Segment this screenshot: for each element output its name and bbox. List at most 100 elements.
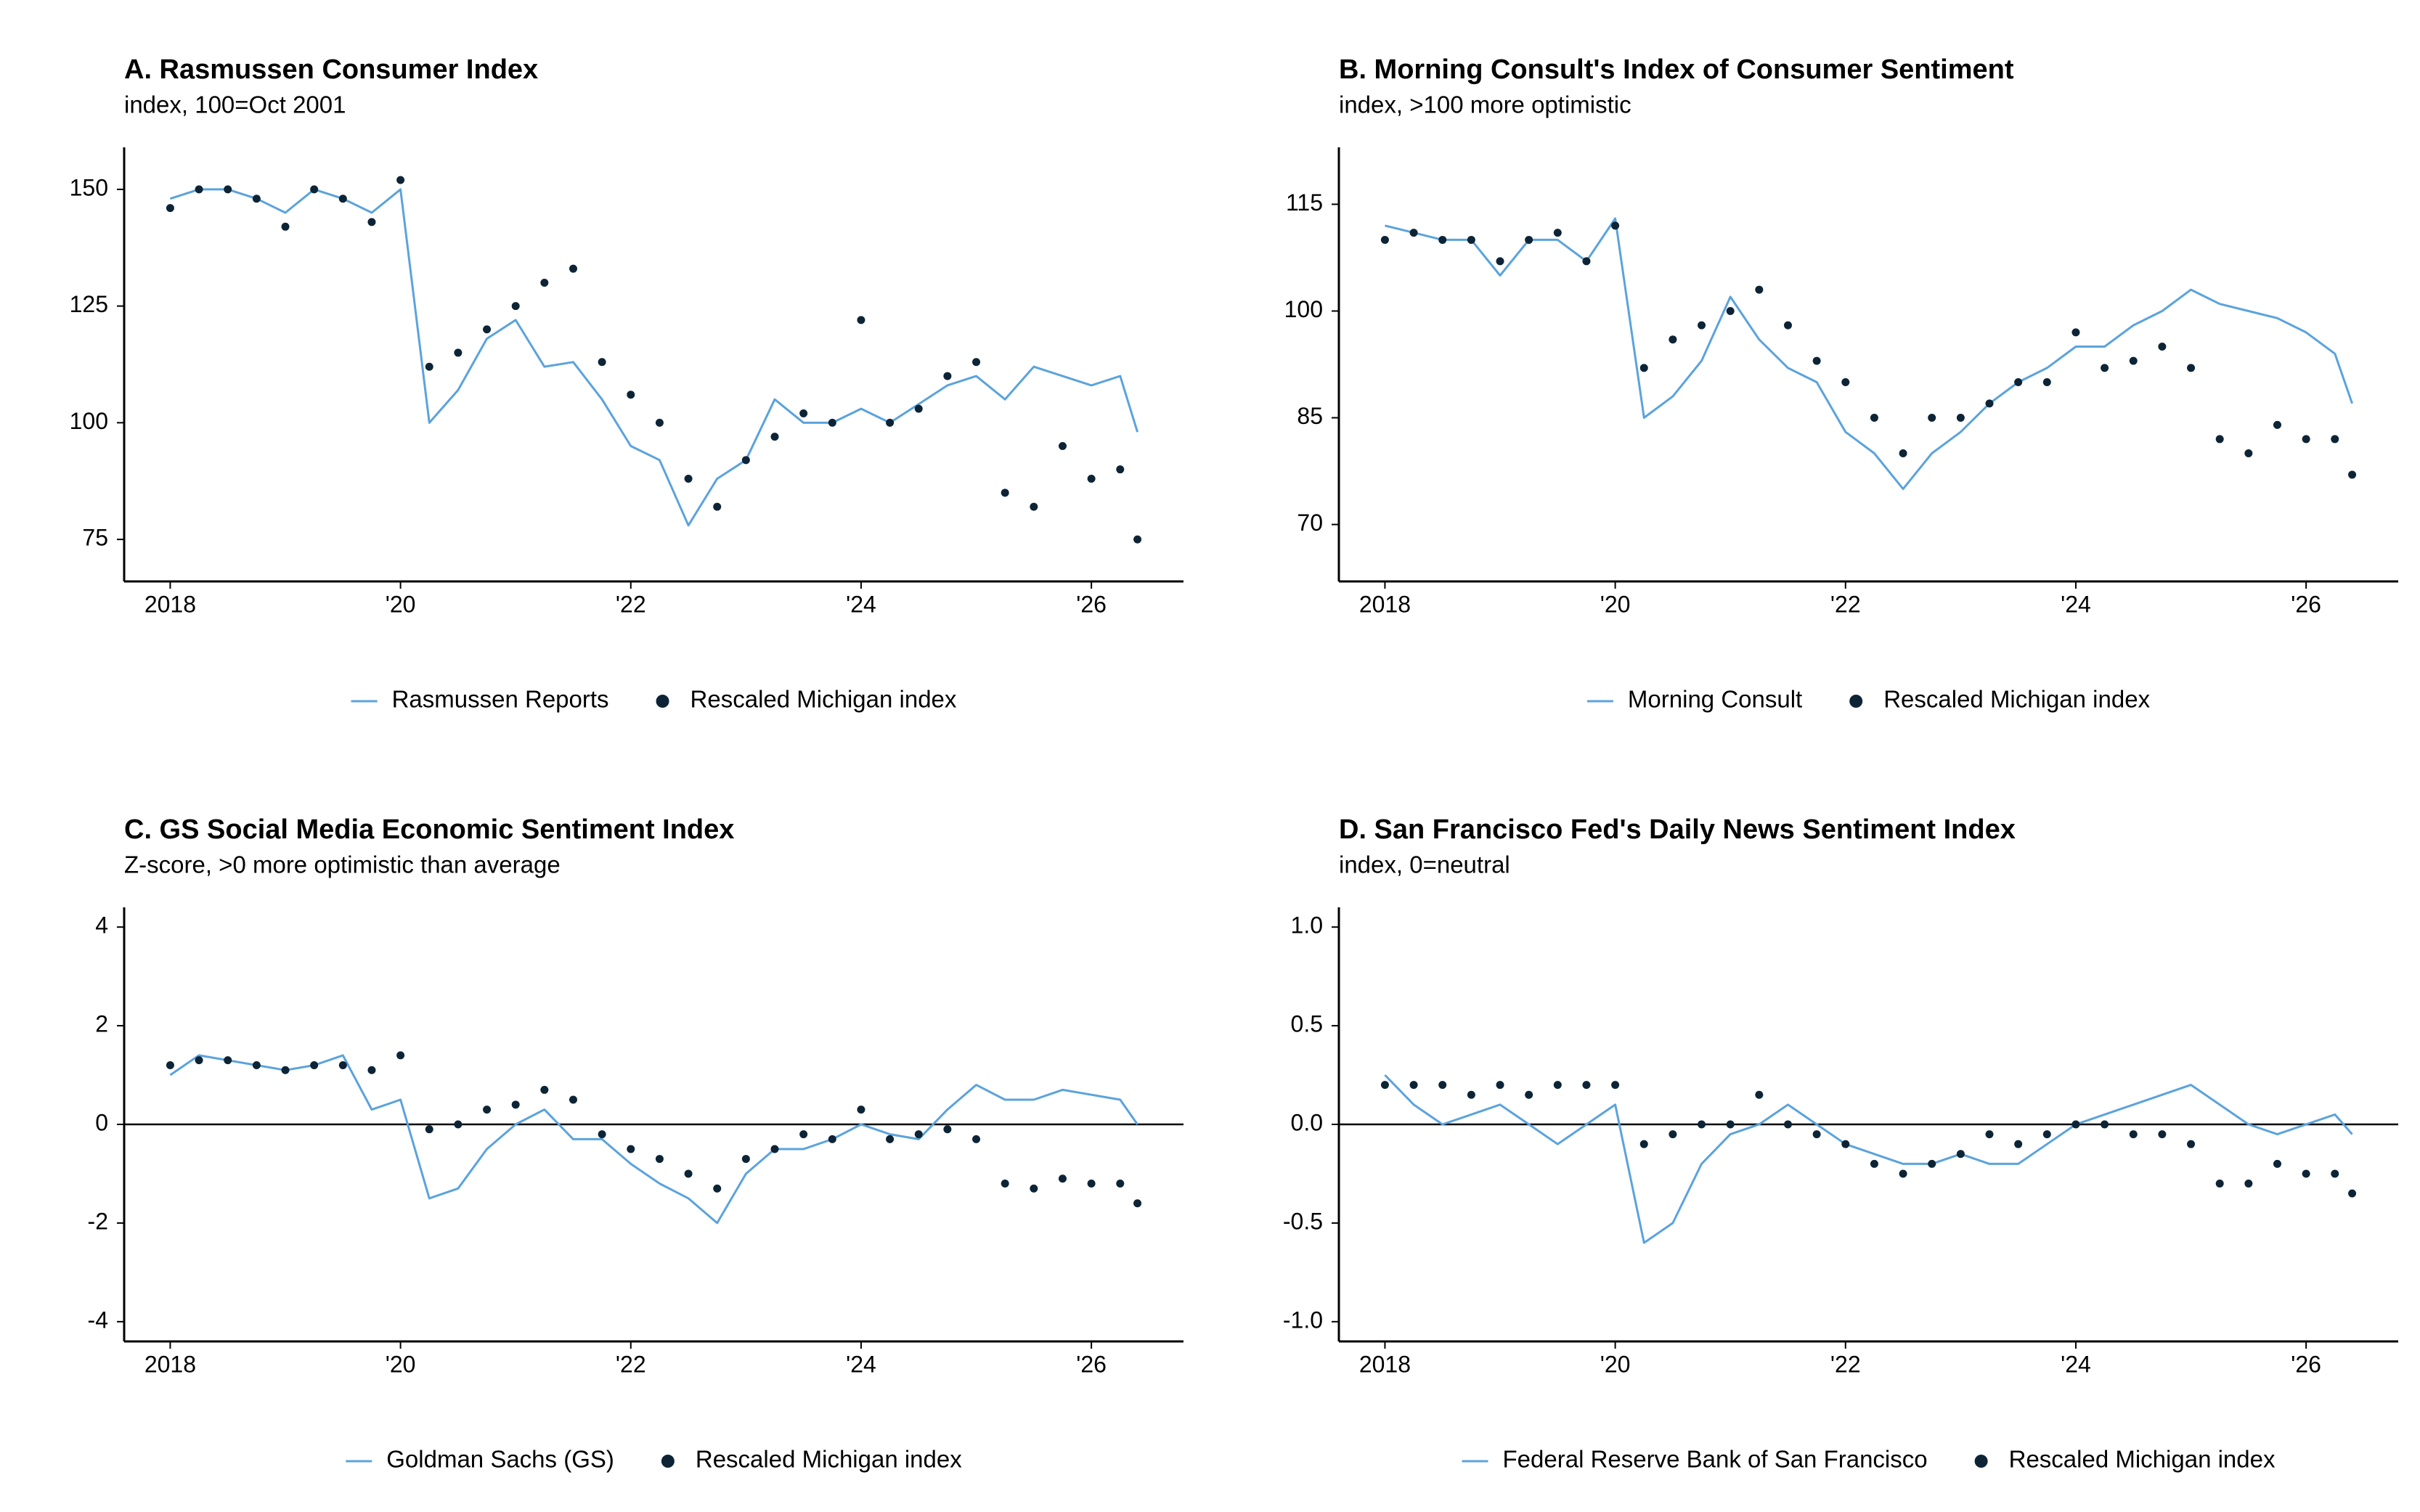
- x-tick-label: '24: [2061, 1351, 2091, 1377]
- series-dot: [1409, 1081, 1418, 1090]
- series-dot: [511, 302, 520, 311]
- legend: Rasmussen Reports Rescaled Michigan index: [351, 686, 957, 713]
- series-dot: [2014, 1140, 2023, 1148]
- y-tick-label: 85: [1297, 403, 1323, 429]
- series-dot: [1841, 378, 1850, 387]
- series-dot: [1116, 1180, 1125, 1188]
- series-dot: [195, 1056, 203, 1065]
- series-dot: [655, 1155, 664, 1164]
- series-dot: [741, 456, 750, 465]
- series-dot: [886, 1135, 895, 1143]
- series-dot: [2302, 435, 2310, 444]
- series-dot: [741, 1155, 750, 1164]
- series-dot: [1985, 399, 1994, 408]
- series-dot: [1582, 257, 1591, 266]
- y-tick-label: -1.0: [1283, 1307, 1323, 1333]
- series-dot: [1669, 1130, 1677, 1139]
- series-dot: [252, 195, 261, 203]
- y-tick-label: 0.0: [1291, 1109, 1323, 1135]
- panel: A. Rasmussen Consumer Index index, 100=Oc…: [70, 54, 1183, 713]
- x-tick-label: '20: [386, 591, 416, 617]
- series-dot: [454, 348, 463, 357]
- series-dot: [310, 185, 319, 194]
- series-dot: [828, 1135, 836, 1143]
- y-tick-label: -4: [88, 1307, 108, 1333]
- series-dot: [2158, 342, 2167, 351]
- series-dot: [1899, 1169, 1907, 1178]
- series-dot: [252, 1061, 261, 1069]
- series-dot: [1812, 356, 1821, 365]
- series-dot: [2071, 328, 2080, 337]
- series-dot: [224, 1056, 232, 1065]
- series-dot: [2215, 1180, 2224, 1188]
- series-dot: [2187, 364, 2196, 372]
- y-tick-label: 70: [1297, 510, 1323, 536]
- x-tick-label: '22: [1830, 1351, 1861, 1377]
- x-tick-label: '24: [846, 591, 876, 617]
- x-tick-label: '26: [2291, 1351, 2321, 1377]
- series-dot: [2187, 1140, 2196, 1148]
- series-dot: [338, 195, 347, 203]
- series-dot: [2348, 1189, 2357, 1198]
- series-line: [1385, 217, 2354, 491]
- series-dot: [195, 185, 203, 194]
- series-dot: [943, 1125, 952, 1134]
- series-dot: [569, 1095, 577, 1104]
- panel-title: C. GS Social Media Economic Sentiment In…: [124, 814, 734, 845]
- series-dot: [1812, 1130, 1821, 1139]
- legend: Morning Consult Rescaled Michigan index: [1586, 686, 2151, 713]
- series-dot: [1133, 535, 1142, 544]
- series-dot: [483, 1106, 492, 1114]
- series-dot: [1380, 1081, 1389, 1090]
- series-dot: [1726, 306, 1735, 315]
- series-dot: [2302, 1169, 2310, 1178]
- series-dot: [2244, 1180, 2253, 1188]
- series-dot: [281, 222, 290, 231]
- series-dot: [655, 418, 664, 427]
- series-dot: [1928, 414, 1936, 422]
- series-dot: [1639, 364, 1648, 372]
- x-tick-label: '22: [616, 591, 646, 617]
- legend-dot: [1849, 695, 1863, 708]
- series-dot: [166, 1061, 174, 1069]
- x-tick-label: '20: [1600, 591, 1631, 617]
- panel-subtitle: index, >100 more optimistic: [1339, 91, 1631, 118]
- series-dot: [2331, 1169, 2339, 1178]
- series-dot: [1058, 1174, 1067, 1183]
- panel: D. San Francisco Fed's Daily News Sentim…: [1283, 814, 2398, 1473]
- series-dot: [1870, 414, 1878, 422]
- series-dot: [2158, 1130, 2167, 1139]
- panel: B. Morning Consult's Index of Consumer S…: [1284, 54, 2398, 713]
- series-dot: [2129, 356, 2138, 365]
- series-dot: [1380, 235, 1389, 244]
- legend: Goldman Sachs (GS) Rescaled Michigan inde…: [346, 1446, 962, 1473]
- series-dot: [281, 1066, 290, 1074]
- y-tick-label: -2: [88, 1208, 108, 1234]
- series-dot: [1870, 1159, 1878, 1168]
- series-dot: [627, 1145, 635, 1153]
- series-dot: [1030, 502, 1038, 511]
- series-dot: [1698, 321, 1706, 330]
- x-tick-label: 2018: [144, 591, 196, 617]
- series-dot: [540, 1085, 549, 1094]
- series-dot: [454, 1120, 463, 1129]
- series-dot: [396, 1051, 405, 1060]
- y-tick-label: -0.5: [1283, 1208, 1323, 1234]
- legend-label: Rescaled Michigan index: [2009, 1446, 2276, 1473]
- series-dot: [2244, 449, 2253, 458]
- x-tick-label: '24: [846, 1351, 876, 1377]
- panel-title: B. Morning Consult's Index of Consumer S…: [1339, 54, 2014, 85]
- series-dot: [1116, 465, 1125, 474]
- series-dot: [598, 1130, 606, 1139]
- y-tick-label: 4: [95, 912, 108, 939]
- y-tick-label: 1.0: [1291, 912, 1323, 939]
- x-tick-label: '22: [616, 1351, 646, 1377]
- series-dot: [2273, 420, 2281, 429]
- series-dot: [1087, 1180, 1096, 1188]
- series-dot: [1755, 285, 1764, 294]
- series-dot: [1726, 1120, 1735, 1129]
- y-tick-label: 150: [70, 174, 108, 200]
- panel-title: D. San Francisco Fed's Daily News Sentim…: [1339, 814, 2016, 845]
- series-dot: [799, 409, 808, 418]
